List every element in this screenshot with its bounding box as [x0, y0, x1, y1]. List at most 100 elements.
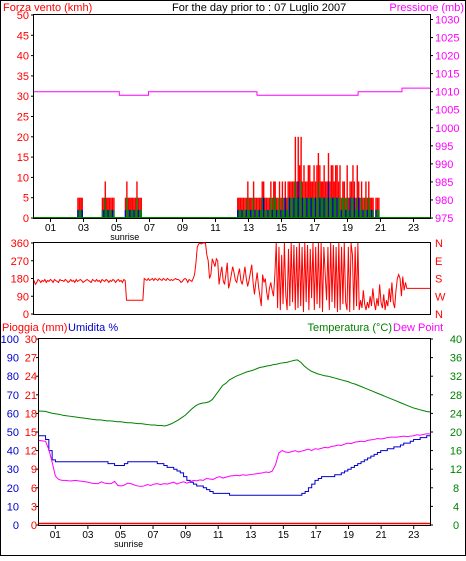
humidity-line	[39, 435, 430, 496]
y-right-tick-label: 1000	[435, 123, 459, 135]
x-tick-label: 17	[310, 530, 322, 541]
rain-tick-label: 30	[25, 334, 37, 346]
temperature-tick-label: 12	[450, 464, 462, 476]
compass-label: S	[435, 274, 442, 286]
y-left-tick-label: 270	[11, 256, 29, 268]
rain-tick-label: 3	[31, 501, 37, 513]
rain-axis-label: Pioggia (mm)	[2, 322, 67, 334]
temperature-tick-label: 40	[450, 334, 462, 346]
humidity-tick-label: 40	[7, 446, 19, 458]
rain-tick-label: 24	[25, 371, 37, 383]
rain-tick-label: 18	[25, 408, 37, 420]
x-tick-label: 17	[309, 223, 321, 234]
y-right-tick-label: 1005	[435, 105, 459, 117]
humidity-tick-label: 90	[7, 353, 19, 365]
sunrise-annotation: sunrise	[110, 232, 139, 242]
rain-tick-label: 27	[25, 353, 37, 365]
x-tick-label: 23	[408, 530, 420, 541]
x-tick-label: 07	[144, 223, 156, 234]
x-tick-label: 13	[243, 223, 255, 234]
sunrise-annotation: sunrise	[114, 539, 143, 549]
humidity-tick-label: 50	[7, 427, 19, 439]
temperature-tick-label: 36	[450, 353, 462, 365]
humidity-tick-label: 0	[13, 520, 19, 532]
humidity-tick-label: 10	[7, 501, 19, 513]
x-tick-label: 07	[147, 530, 159, 541]
humidity-tick-label: 70	[7, 390, 19, 402]
y-left-tick-label: 90	[17, 291, 29, 303]
pressure-line	[34, 87, 430, 96]
y-left-tick-label: 25	[17, 112, 29, 124]
y-left-tick-label: 35	[17, 71, 29, 83]
y-left-tick-label: 40	[17, 51, 29, 63]
x-tick-label: 01	[50, 530, 62, 541]
humidity-tick-label: 20	[7, 483, 19, 495]
humidity-tick-label: 100	[1, 334, 19, 346]
compass-label: W	[435, 291, 446, 303]
wind-direction-line	[33, 242, 430, 313]
compass-label: N	[435, 309, 443, 321]
x-tick-label: 23	[408, 223, 420, 234]
y-left-tick-label: 360	[11, 238, 29, 250]
y-right-tick-label: 1015	[435, 69, 459, 81]
humidity-tick-label: 30	[7, 464, 19, 476]
pressure-axis-label: Pressione (mb)	[389, 2, 464, 14]
dew-point-line	[38, 433, 430, 487]
x-tick-label: 03	[78, 223, 90, 234]
rain-tick-label: 9	[31, 464, 37, 476]
compass-label: E	[435, 256, 442, 268]
y-left-tick-label: 0	[23, 309, 29, 321]
y-right-tick-label: 1025	[435, 33, 459, 45]
x-tick-label: 09	[180, 530, 192, 541]
x-tick-label: 19	[343, 530, 355, 541]
y-left-tick-label: 15	[17, 152, 29, 164]
x-tick-label: 01	[45, 223, 57, 234]
rain-tick-label: 21	[25, 390, 37, 402]
x-tick-label: 03	[82, 530, 94, 541]
humidity-tick-label: 60	[7, 408, 19, 420]
y-right-tick-label: 1020	[435, 51, 459, 63]
temperature-tick-label: 16	[450, 446, 462, 458]
x-tick-label: 21	[375, 223, 387, 234]
temperature-tick-label: 24	[450, 408, 462, 420]
x-tick-label: 15	[278, 530, 290, 541]
y-left-tick-label: 30	[17, 91, 29, 103]
temperature-tick-label: 28	[450, 390, 462, 402]
y-right-tick-label: 975	[435, 213, 453, 225]
x-tick-label: 09	[177, 223, 189, 234]
y-left-tick-label: 180	[11, 274, 29, 286]
temperature-axis-label: Temperatura (°C)	[308, 322, 392, 334]
chart-title: For the day prior to : 07 Luglio 2007	[172, 2, 346, 14]
y-left-tick-label: 0	[23, 213, 29, 225]
x-tick-label: 13	[245, 530, 257, 541]
x-tick-label: 21	[376, 530, 388, 541]
rain-tick-label: 12	[25, 446, 37, 458]
y-right-tick-label: 980	[435, 195, 453, 207]
x-tick-label: 05	[111, 223, 123, 234]
humidity-tick-label: 80	[7, 371, 19, 383]
y-right-tick-label: 985	[435, 177, 453, 189]
y-left-tick-label: 5	[23, 193, 29, 205]
compass-label: N	[435, 238, 443, 250]
x-tick-label: 05	[115, 530, 127, 541]
temperature-tick-label: 20	[450, 427, 462, 439]
wind-axis-label: Forza vento (kmh)	[3, 2, 92, 14]
y-right-tick-label: 990	[435, 159, 453, 171]
dewpoint-axis-label: Dew Point	[393, 322, 443, 334]
rain-tick-label: 6	[31, 483, 37, 495]
humidity-axis-label: Umidita %	[68, 322, 118, 334]
y-right-tick-label: 1010	[435, 87, 459, 99]
y-right-tick-label: 995	[435, 141, 453, 153]
rain-tick-label: 0	[31, 520, 37, 532]
y-right-tick-label: 1030	[435, 15, 459, 27]
y-left-tick-label: 50	[17, 10, 29, 22]
x-tick-label: 19	[342, 223, 354, 234]
temperature-tick-label: 8	[453, 483, 459, 495]
temperature-line	[39, 359, 431, 427]
x-tick-label: 15	[276, 223, 288, 234]
